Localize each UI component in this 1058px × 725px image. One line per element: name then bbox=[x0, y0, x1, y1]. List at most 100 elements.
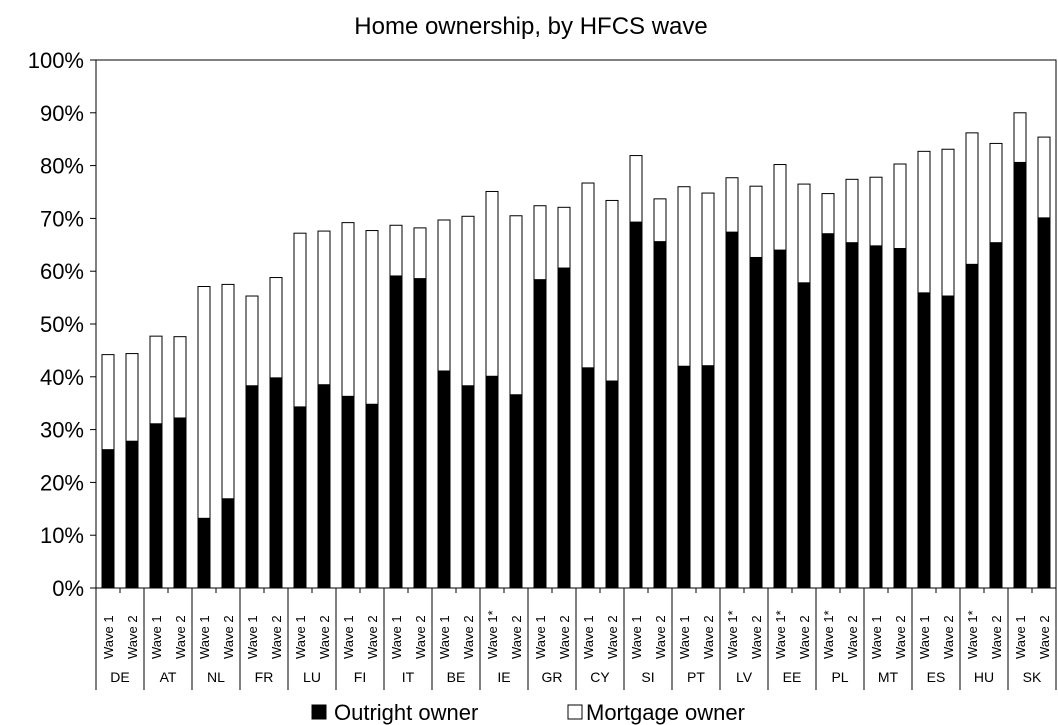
x-group-label-country: AT bbox=[160, 669, 177, 685]
bar-outright-owner bbox=[173, 417, 187, 589]
legend-swatch-outright-owner bbox=[311, 704, 327, 720]
x-tick-label-wave: Wave 1 bbox=[389, 615, 404, 659]
bar-outright-owner bbox=[773, 249, 787, 589]
bar-mortgage-owner bbox=[965, 132, 979, 265]
bar-outright-owner bbox=[749, 256, 763, 589]
x-tick-label-wave: Wave 1 bbox=[677, 615, 692, 659]
x-tick-label-wave: Wave 2 bbox=[365, 615, 380, 659]
bar-outright-owner bbox=[245, 385, 259, 589]
bar-mortgage-owner bbox=[341, 222, 355, 397]
x-tick-label-wave: Wave 2 bbox=[173, 615, 188, 659]
bar-outright-owner bbox=[509, 394, 523, 589]
bar-mortgage-owner bbox=[989, 142, 1003, 244]
bar-mortgage-owner bbox=[749, 185, 763, 258]
y-tick-label: 30% bbox=[40, 418, 84, 443]
bar-outright-owner bbox=[821, 233, 835, 589]
bar-mortgage-owner bbox=[677, 186, 691, 367]
x-tick-label-wave: Wave 1 bbox=[869, 615, 884, 659]
bar-mortgage-owner bbox=[1013, 112, 1027, 163]
x-tick-label-wave: Wave 2 bbox=[509, 615, 524, 659]
x-tick-label-wave: Wave 1 bbox=[629, 615, 644, 659]
bar-mortgage-owner bbox=[269, 277, 283, 379]
x-tick-label-wave: Wave 2 bbox=[605, 615, 620, 659]
bar-mortgage-owner bbox=[821, 193, 835, 235]
bar-outright-owner bbox=[917, 292, 931, 589]
bar-outright-owner bbox=[581, 367, 595, 589]
bar-mortgage-owner bbox=[1037, 136, 1051, 219]
bar-mortgage-owner bbox=[437, 219, 451, 372]
x-tick-label-wave: Wave 1 bbox=[293, 615, 308, 659]
bar-mortgage-owner bbox=[629, 155, 643, 223]
x-tick-label-wave: Wave 1* bbox=[485, 610, 500, 659]
bar-outright-owner bbox=[989, 242, 1003, 589]
x-axis: Wave 1 Wave 2 Wave 1 Wave 2 Wave 1 Wave 2 Wave… bbox=[95, 588, 1057, 690]
bar-outright-owner bbox=[557, 267, 571, 589]
x-group-label-country: HU bbox=[974, 669, 994, 685]
bar-outright-owner bbox=[893, 247, 907, 589]
bar-mortgage-owner bbox=[485, 190, 499, 377]
x-tick-label-wave: Wave 1 bbox=[917, 615, 932, 659]
bars bbox=[101, 112, 1051, 589]
y-tick-label: 100% bbox=[28, 48, 84, 73]
bar-mortgage-owner bbox=[653, 198, 667, 243]
bar-mortgage-owner bbox=[365, 230, 379, 405]
bar-outright-owner bbox=[461, 385, 475, 589]
x-tick-label-wave: Wave 2 bbox=[701, 615, 716, 659]
x-group-label-country: PT bbox=[687, 669, 705, 685]
bar-mortgage-owner bbox=[701, 192, 715, 367]
bar-outright-owner bbox=[317, 384, 331, 589]
y-tick-label: 20% bbox=[40, 470, 84, 495]
bar-outright-owner bbox=[797, 282, 811, 589]
bar-outright-owner bbox=[605, 380, 619, 589]
bar-outright-owner bbox=[293, 406, 307, 589]
x-tick-label-wave: Wave 1 bbox=[1013, 615, 1028, 659]
y-tick-label: 0% bbox=[52, 576, 84, 601]
bar-outright-owner bbox=[365, 403, 379, 589]
bar-outright-owner bbox=[533, 279, 547, 589]
x-tick-label-wave: Wave 2 bbox=[893, 615, 908, 659]
bar-mortgage-owner bbox=[869, 176, 883, 247]
x-tick-label-wave: Wave 2 bbox=[653, 615, 668, 659]
bar-outright-owner bbox=[629, 221, 643, 589]
x-group-label-country: NL bbox=[207, 669, 225, 685]
bar-mortgage-owner bbox=[101, 354, 115, 451]
x-group-label-country: BE bbox=[447, 669, 466, 685]
bar-mortgage-owner bbox=[725, 177, 739, 233]
x-group-label-country: CY bbox=[590, 669, 610, 685]
x-tick-label-wave: Wave 1* bbox=[821, 610, 836, 659]
bar-mortgage-owner bbox=[461, 215, 475, 387]
x-tick-label-wave: Wave 1 bbox=[245, 615, 260, 659]
x-group-label-country: MT bbox=[878, 669, 899, 685]
bar-mortgage-owner bbox=[509, 215, 523, 396]
x-group-label-country: GR bbox=[542, 669, 563, 685]
bar-mortgage-owner bbox=[797, 183, 811, 284]
chart-title: Home ownership, by HFCS wave bbox=[354, 13, 707, 40]
bar-outright-owner bbox=[869, 245, 883, 589]
bar-outright-owner bbox=[101, 449, 115, 589]
x-tick-label-wave: Wave 2 bbox=[461, 615, 476, 659]
y-tick-label: 10% bbox=[40, 523, 84, 548]
x-tick-label-wave: Wave 2 bbox=[1037, 615, 1052, 659]
bar-outright-owner bbox=[221, 498, 235, 589]
x-group-label-country: SK bbox=[1023, 669, 1042, 685]
x-tick-label-wave: Wave 2 bbox=[317, 615, 332, 659]
y-tick-label: 60% bbox=[40, 259, 84, 284]
bar-outright-owner bbox=[725, 231, 739, 589]
bar-mortgage-owner bbox=[413, 227, 427, 280]
y-tick-label: 50% bbox=[40, 312, 84, 337]
bar-mortgage-owner bbox=[125, 353, 139, 442]
bar-outright-owner bbox=[413, 278, 427, 589]
bar-mortgage-owner bbox=[317, 230, 331, 386]
bar-outright-owner bbox=[485, 375, 499, 589]
x-tick-label-wave: Wave 2 bbox=[845, 615, 860, 659]
bar-mortgage-owner bbox=[773, 164, 787, 251]
bar-outright-owner bbox=[341, 395, 355, 589]
bar-mortgage-owner bbox=[221, 283, 235, 500]
bar-outright-owner bbox=[149, 423, 163, 589]
legend-label-mortgage-owner: Mortgage owner bbox=[586, 700, 745, 725]
x-tick-label-wave: Wave 1 bbox=[149, 615, 164, 659]
x-group-label-country: IT bbox=[402, 669, 415, 685]
x-tick-label-wave: Wave 1* bbox=[773, 610, 788, 659]
x-group-label-country: FR bbox=[255, 669, 274, 685]
